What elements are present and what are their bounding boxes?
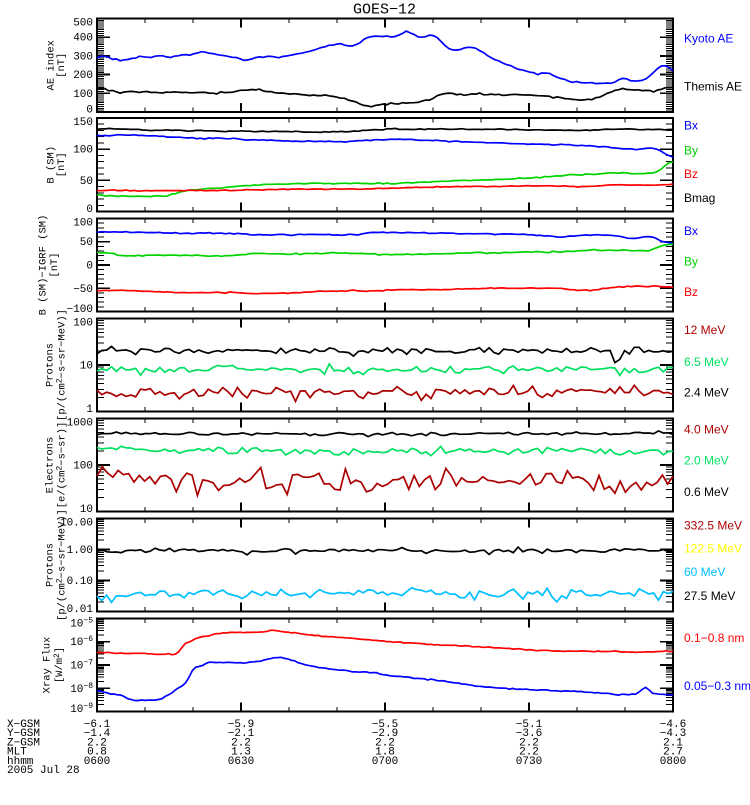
svg-text:Xray Flux: Xray Flux <box>42 637 54 694</box>
svg-text:Bx: Bx <box>684 119 698 133</box>
svg-text:0.6 MeV: 0.6 MeV <box>684 485 729 499</box>
svg-text:−2.9: −2.9 <box>372 728 398 740</box>
svg-text:2005 Jul 28: 2005 Jul 28 <box>7 765 80 777</box>
svg-text:50: 50 <box>80 176 93 188</box>
svg-text:0730: 0730 <box>516 756 542 768</box>
svg-text:[e/(cm2−s−sr)]: [e/(cm2−s−sr)] <box>56 422 69 509</box>
svg-text:[nT]: [nT] <box>56 53 68 78</box>
svg-text:1.00: 1.00 <box>67 545 93 557</box>
svg-text:−4.6: −4.6 <box>660 719 686 731</box>
svg-text:−5.9: −5.9 <box>228 719 254 731</box>
svg-text:[p/(cm2−s−sr−MeV)]: [p/(cm2−s−sr−MeV)] <box>56 309 69 421</box>
svg-text:27.5 MeV: 27.5 MeV <box>684 589 735 603</box>
svg-text:50: 50 <box>80 237 93 249</box>
svg-text:Bz: Bz <box>684 167 698 181</box>
svg-text:−50: −50 <box>73 284 93 296</box>
svg-text:2.2: 2.2 <box>519 747 539 759</box>
svg-text:−100: −100 <box>67 304 93 316</box>
svg-text:300: 300 <box>73 51 93 63</box>
svg-text:−5.1: −5.1 <box>516 719 543 731</box>
svg-text:2.2: 2.2 <box>87 737 107 749</box>
svg-text:12 MeV: 12 MeV <box>684 323 725 337</box>
svg-text:6.5 MeV: 6.5 MeV <box>684 355 729 369</box>
svg-text:100: 100 <box>73 89 93 101</box>
svg-text:−3.6: −3.6 <box>516 728 542 740</box>
svg-text:100: 100 <box>73 145 93 157</box>
svg-text:1.8: 1.8 <box>375 747 395 759</box>
svg-text:332.5 MeV: 332.5 MeV <box>684 519 742 533</box>
svg-text:Kyoto AE: Kyoto AE <box>684 32 733 46</box>
svg-text:Bx: Bx <box>684 224 698 238</box>
svg-text:100: 100 <box>73 318 93 330</box>
svg-text:B (SM)−IGRF (SM): B (SM)−IGRF (SM) <box>38 215 50 316</box>
svg-text:0630: 0630 <box>228 756 254 768</box>
svg-text:0.05−0.3 nm: 0.05−0.3 nm <box>684 679 750 693</box>
svg-text:2.4 MeV: 2.4 MeV <box>684 386 729 400</box>
svg-text:[p/(cm2−s−sr−MeV)]: [p/(cm2−s−sr−MeV)] <box>56 509 69 621</box>
svg-text:Y−GSM: Y−GSM <box>7 728 40 740</box>
svg-text:B (SM): B (SM) <box>46 146 58 184</box>
svg-text:10: 10 <box>80 361 93 373</box>
svg-text:100: 100 <box>73 218 93 230</box>
svg-text:Protons: Protons <box>45 343 57 387</box>
svg-text:400: 400 <box>73 33 93 45</box>
svg-text:MLT: MLT <box>7 747 27 759</box>
svg-text:−2.1: −2.1 <box>228 728 255 740</box>
svg-text:0600: 0600 <box>84 756 110 768</box>
svg-text:−1.4: −1.4 <box>84 728 111 740</box>
svg-text:2.1: 2.1 <box>663 737 683 749</box>
svg-text:0: 0 <box>86 204 93 216</box>
svg-text:0: 0 <box>86 261 93 273</box>
svg-text:0700: 0700 <box>372 756 398 768</box>
svg-text:Bmag: Bmag <box>684 191 715 205</box>
svg-text:2.7: 2.7 <box>663 747 683 759</box>
svg-text:−4.3: −4.3 <box>660 728 686 740</box>
svg-text:1000: 1000 <box>67 418 93 430</box>
svg-text:By: By <box>684 144 698 158</box>
svg-text:Bz: Bz <box>684 285 698 299</box>
svg-text:Themis AE: Themis AE <box>684 80 742 94</box>
svg-text:200: 200 <box>73 70 93 82</box>
svg-text:4.0 MeV: 4.0 MeV <box>684 423 729 437</box>
svg-text:hhmm: hhmm <box>7 756 34 768</box>
svg-text:GOES−12: GOES−12 <box>353 2 416 19</box>
svg-text:10: 10 <box>80 504 93 516</box>
svg-text:0800: 0800 <box>660 756 686 768</box>
svg-text:10.00: 10.00 <box>60 518 93 530</box>
svg-text:2.2: 2.2 <box>375 737 395 749</box>
svg-text:[nT]: [nT] <box>49 252 61 277</box>
svg-text:[nT]: [nT] <box>56 152 68 177</box>
svg-text:2.2: 2.2 <box>231 737 251 749</box>
svg-text:0.01: 0.01 <box>67 604 94 616</box>
svg-text:X−GSM: X−GSM <box>7 719 40 731</box>
svg-text:1.3: 1.3 <box>231 747 251 759</box>
svg-text:122.5 MeV: 122.5 MeV <box>684 542 742 556</box>
svg-text:Electrons: Electrons <box>45 437 57 494</box>
svg-text:0.10: 0.10 <box>67 576 93 588</box>
svg-text:AE index: AE index <box>46 40 58 90</box>
svg-text:By: By <box>684 255 698 269</box>
svg-text:[W/m2]: [W/m2] <box>53 647 66 683</box>
svg-text:Protons: Protons <box>45 543 57 587</box>
svg-text:0: 0 <box>86 105 93 117</box>
svg-text:100: 100 <box>73 461 93 473</box>
svg-text:Z−GSM: Z−GSM <box>7 737 40 749</box>
svg-text:−6.1: −6.1 <box>84 719 111 731</box>
svg-text:2.0 MeV: 2.0 MeV <box>684 454 729 468</box>
svg-text:500: 500 <box>73 18 93 30</box>
svg-text:2.2: 2.2 <box>519 737 539 749</box>
svg-text:0.8: 0.8 <box>87 747 107 759</box>
svg-text:150: 150 <box>73 117 93 129</box>
svg-text:−5.5: −5.5 <box>372 719 398 731</box>
svg-text:1: 1 <box>86 404 93 416</box>
svg-text:0.1−0.8 nm: 0.1−0.8 nm <box>684 631 744 645</box>
svg-text:60 MeV: 60 MeV <box>684 565 725 579</box>
